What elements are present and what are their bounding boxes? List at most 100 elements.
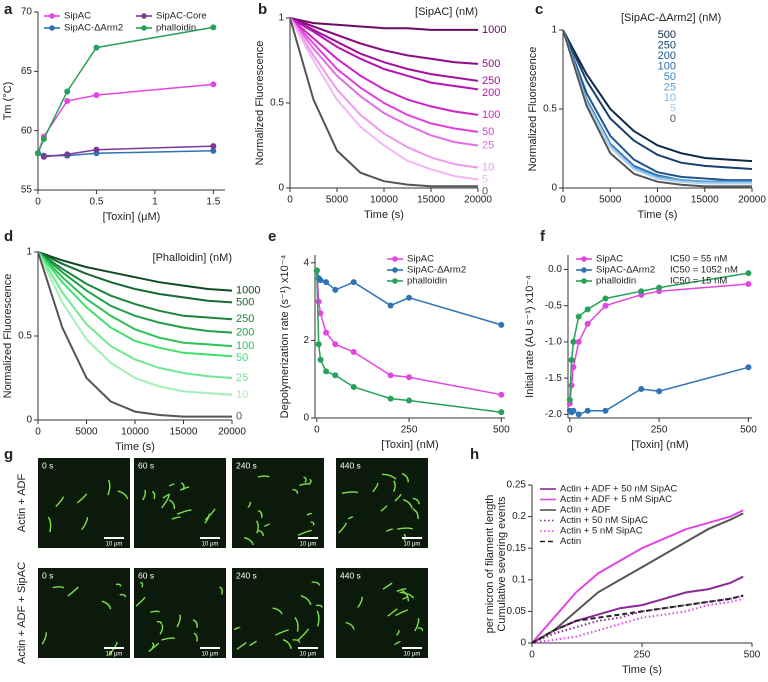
filament	[156, 620, 162, 625]
series-line	[37, 26, 214, 154]
x-axis-title: [Toxin] (μM)	[103, 211, 161, 223]
x-tick-label: 0	[560, 195, 566, 206]
legend-label: Actin + 50 nM SipAC	[560, 515, 648, 526]
data-point	[602, 407, 609, 414]
data-point	[406, 397, 413, 404]
legend-label: SipAC	[407, 254, 434, 265]
data-point	[64, 98, 71, 104]
series-label: 200	[236, 327, 254, 339]
series-label: 500	[236, 297, 254, 309]
data-point	[350, 279, 357, 286]
annotation: IC50 = 1052 nM	[670, 265, 738, 276]
y-tick-label: 0	[520, 638, 526, 649]
x-tick-label: 15000	[417, 195, 445, 206]
data-point	[332, 372, 339, 379]
filament	[47, 516, 52, 533]
series-line	[289, 17, 479, 116]
panel-letter: c	[535, 1, 543, 18]
x-tick-label: 500	[493, 425, 510, 436]
filament	[372, 482, 379, 493]
series-line	[289, 17, 478, 31]
micrograph	[232, 568, 324, 658]
y-tick-label: 70	[21, 7, 33, 18]
filament	[395, 609, 408, 617]
filament	[417, 627, 424, 632]
filament	[338, 522, 347, 534]
panel-letter: h	[470, 446, 479, 463]
filament	[303, 476, 307, 483]
filament	[204, 513, 210, 524]
data-point	[570, 338, 577, 345]
time-label: 60 s	[138, 460, 154, 470]
x-tick-label: 500	[744, 650, 761, 661]
legend-label: phalloidin	[407, 276, 447, 287]
time-label: 240 s	[236, 570, 257, 580]
y-axis-title: per micron of filament length	[484, 495, 496, 634]
micrograph	[38, 458, 130, 548]
series-label: 200	[482, 87, 500, 99]
y-tick-label: 60	[21, 125, 33, 136]
series-line	[562, 29, 752, 185]
series-label: 10	[664, 92, 676, 104]
series-line	[37, 251, 233, 379]
filament	[297, 628, 310, 641]
row-label: Actin + ADF	[16, 474, 28, 533]
filament	[396, 629, 400, 636]
data-point	[387, 395, 394, 402]
filament	[381, 473, 397, 480]
series-label: 50	[664, 71, 676, 83]
series-line	[289, 17, 479, 82]
legend-dot	[392, 256, 398, 262]
x-tick-label: 5000	[599, 195, 622, 206]
y-tick-label: 0.05	[507, 606, 527, 617]
data-point	[40, 135, 47, 142]
series-line	[316, 270, 502, 413]
filament	[412, 508, 419, 520]
legend-label: phalloidin	[156, 23, 196, 34]
series-line	[289, 17, 478, 188]
data-point	[406, 294, 413, 301]
micrograph	[134, 458, 226, 548]
filament	[204, 508, 216, 521]
filament	[403, 533, 407, 542]
data-point	[210, 143, 217, 150]
series-label: 1000	[236, 285, 260, 297]
series-line	[37, 251, 233, 334]
filament	[282, 639, 292, 650]
filament	[393, 480, 396, 492]
x-tick-label: 250	[634, 650, 651, 661]
y-tick-label: -1.5	[545, 373, 563, 384]
data-point	[568, 357, 575, 364]
filament	[107, 479, 111, 496]
data-point	[387, 302, 394, 309]
y-tick-label: 4	[303, 257, 309, 268]
filament	[168, 483, 175, 487]
filament	[347, 516, 354, 520]
y-tick-label: 0.1	[512, 574, 526, 585]
data-point	[602, 302, 609, 309]
y-tick-label: 2	[303, 335, 309, 346]
filament	[257, 475, 270, 478]
series-label: 500	[658, 29, 676, 41]
x-axis-title: Time (s)	[638, 209, 678, 221]
filament	[399, 591, 415, 599]
y-axis-title: Normalized Fluorescence	[527, 47, 539, 172]
series-line	[289, 17, 479, 181]
x-tick-label: 20000	[218, 427, 246, 438]
legend-dot	[392, 267, 398, 273]
filament	[76, 493, 88, 504]
data-point	[350, 383, 357, 390]
micrograph	[336, 458, 428, 548]
data-point	[638, 386, 645, 393]
x-tick-label: 1.5	[206, 197, 220, 208]
legend-label: Actin + ADF + 50 nM SipAC	[560, 484, 677, 495]
time-label: 440 s	[340, 460, 361, 470]
annotation: IC50 = 15 nM	[670, 276, 727, 287]
data-point	[332, 341, 339, 348]
filament	[396, 588, 407, 593]
filament	[264, 523, 271, 528]
series-line	[531, 594, 744, 644]
x-axis-title: [Toxin] (nM)	[631, 439, 688, 451]
series-label: 250	[236, 313, 254, 325]
legend-title: [SipAC] (nM)	[415, 6, 478, 18]
